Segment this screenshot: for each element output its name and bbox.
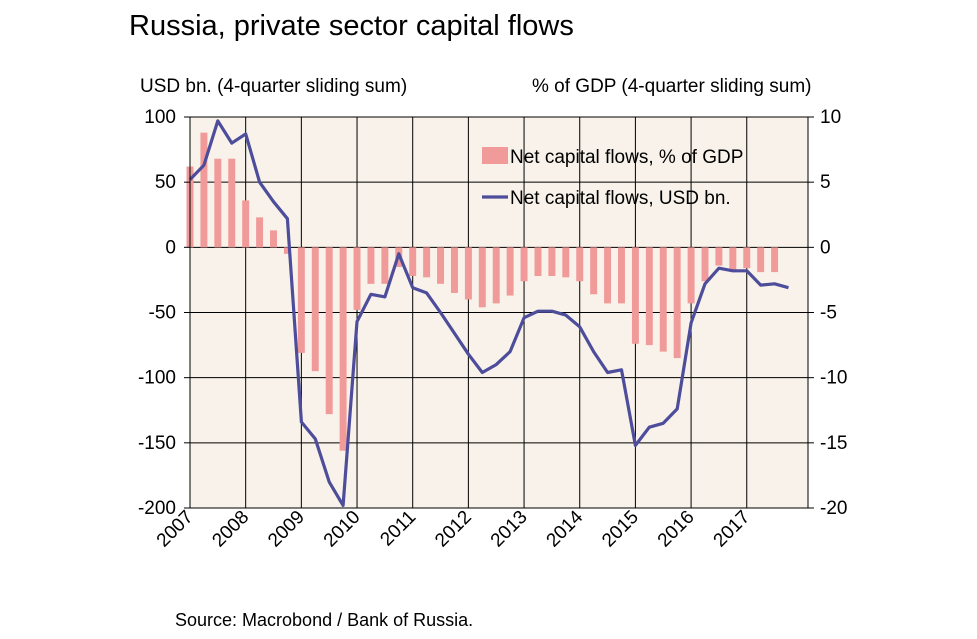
bar [437,247,445,284]
bar [757,247,765,273]
source-note: Source: Macrobond / Bank of Russia. [175,610,474,630]
bar [297,247,305,353]
left-tick-label: -50 [149,303,176,324]
right-tick-label: -5 [820,303,837,324]
x-axis: 2007 2008 2009 2010 2011 2012 2013 2014 2015 2016… [153,506,755,551]
x-tick-label: 2017 [710,507,755,552]
left-tick-label: 50 [155,172,176,193]
bar [673,247,681,359]
right-axis-title: % of GDP (4-quarter sliding sum) [532,76,812,97]
left-axis-title: USD bn. (4-quarter sliding sum) [140,76,408,97]
x-tick-label: 2010 [320,507,365,552]
bar [687,247,695,304]
right-tick-label: 5 [820,172,831,193]
bar [631,247,639,344]
bar [743,247,751,269]
bar [562,247,570,278]
bar [464,247,472,300]
bar [325,247,333,415]
bar [492,247,500,304]
left-tick-label: -150 [138,433,176,454]
legend-bar-label: Net capital flows, % of GDP [510,147,743,168]
bar [506,247,514,296]
x-tick-label: 2015 [598,507,643,552]
bar [604,247,612,304]
bar [423,247,431,278]
left-tick-label: 100 [144,107,176,128]
x-tick-label: 2014 [543,506,588,551]
x-tick-label: 2009 [264,507,309,552]
right-tick-label: -20 [820,498,847,519]
legend-line-label: Net capital flows, USD bn. [510,188,731,209]
bar [311,247,319,372]
legend: Net capital flows, % of GDP Net capital … [482,147,743,209]
bar [367,247,375,284]
bar [214,158,222,248]
bar [283,247,291,254]
bar [520,247,528,282]
x-tick-label: 2008 [208,507,253,552]
left-axis: 100 50 0 -50 -100 -150 -200 [138,107,190,519]
bar [618,247,625,304]
bar [353,247,361,310]
legend-bar-swatch [482,147,508,164]
bar [270,230,277,248]
x-tick-label: 2012 [431,507,476,552]
bar [548,247,556,277]
bar [339,247,347,451]
bar [242,200,250,248]
left-tick-label: -100 [138,368,176,389]
x-tick-label: 2016 [654,507,699,552]
left-tick-label: -200 [138,498,176,519]
line-usd-bn [188,119,789,507]
bar [409,247,417,277]
bar [590,247,598,295]
bar [576,247,584,282]
bar [645,247,653,346]
bar [659,247,667,352]
bar [771,247,779,273]
bar [450,247,458,293]
x-tick-label: 2011 [376,507,420,551]
bar [478,247,486,308]
right-tick-label: -10 [820,368,847,389]
line-series [188,119,789,507]
right-tick-label: -15 [820,433,847,454]
right-tick-label: 10 [820,107,841,128]
bar [701,247,709,282]
bar-series [186,132,779,451]
bar [381,247,389,284]
right-tick-label: 0 [820,237,831,258]
bar [715,247,723,266]
chart-title: Russia, private sector capital flows [129,10,574,42]
x-tick-label: 2013 [487,507,532,552]
bar [200,132,208,248]
bar [729,247,737,270]
bar [534,247,542,277]
right-axis: 10 5 0 -5 -10 -15 -20 [808,107,847,519]
left-tick-label: 0 [165,237,176,258]
bar [228,158,236,248]
bar [256,217,264,248]
